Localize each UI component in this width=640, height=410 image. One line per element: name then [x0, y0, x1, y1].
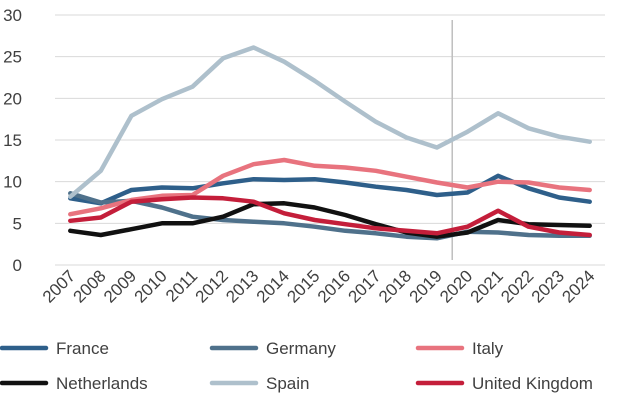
x-tick-label: 2022	[497, 266, 537, 306]
x-tick-label: 2009	[100, 266, 140, 306]
y-tick-label: 20	[3, 89, 22, 108]
x-tick-label: 2024	[558, 266, 598, 306]
y-tick-label: 5	[13, 214, 22, 233]
series-lines	[68, 45, 592, 241]
series-line-germany	[68, 191, 592, 241]
legend-label: France	[56, 339, 109, 358]
x-tick-label: 2008	[69, 266, 109, 306]
x-tick-label: 2010	[131, 266, 171, 306]
legend-label: United Kingdom	[472, 374, 593, 393]
legend-label: Netherlands	[56, 374, 148, 393]
x-tick-label: 2017	[344, 266, 384, 306]
series-line-italy	[68, 157, 592, 217]
series-line-spain	[68, 45, 592, 199]
x-tick-label: 2015	[283, 266, 323, 306]
x-tick-label: 2023	[528, 266, 568, 306]
legend: France Germany Italy Netherlands Spain United…	[0, 339, 593, 393]
legend-label: Italy	[472, 339, 504, 358]
legend-label: Spain	[266, 374, 309, 393]
series-line-france	[68, 173, 592, 206]
legend-label: Germany	[266, 339, 336, 358]
y-tick-label: 0	[13, 256, 22, 275]
series-line-united-kingdom	[68, 195, 592, 238]
x-tick-label: 2020	[436, 266, 476, 306]
x-tick-label: 2007	[39, 266, 79, 306]
x-tick-label: 2011	[162, 266, 201, 305]
y-tick-label: 15	[3, 131, 22, 150]
y-tick-label: 10	[3, 173, 22, 192]
y-tick-label: 25	[3, 48, 22, 67]
x-tick-label: 2014	[253, 266, 293, 306]
x-tick-label: 2018	[375, 266, 415, 306]
x-tick-label: 2012	[192, 266, 232, 306]
x-tick-label: 2016	[314, 266, 354, 306]
x-tick-label: 2013	[222, 266, 262, 306]
x-tick-label: 2019	[406, 266, 446, 306]
x-axis-ticks: 2007200820092010201120122013201420152016…	[39, 266, 599, 306]
y-tick-label: 30	[3, 6, 22, 25]
y-axis-ticks: 0 5 10 15 20 25 30	[3, 6, 22, 275]
series-line-netherlands	[68, 201, 592, 239]
x-tick-label: 2021	[467, 266, 507, 306]
